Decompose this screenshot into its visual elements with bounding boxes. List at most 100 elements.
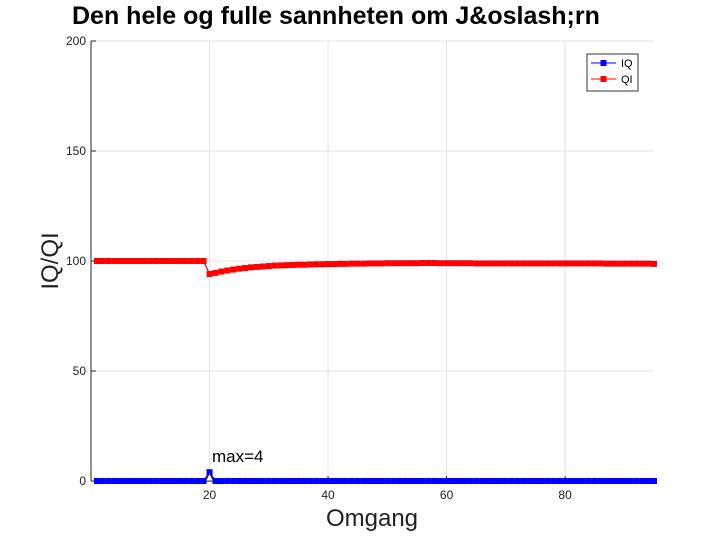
y-tick-label: 50 [73,364,87,378]
data-point-iq [289,478,296,484]
data-point-iq [479,478,486,484]
data-point-iq [390,478,397,484]
data-point-iq [556,478,563,484]
data-point-iq [413,478,420,484]
data-point-iq [621,478,628,484]
data-point-qi [330,261,337,268]
data-point-iq [532,478,539,484]
data-point-qi [123,258,130,264]
data-point-qi [408,260,415,267]
data-point-iq [230,478,237,484]
data-point-iq [259,478,266,484]
data-point-iq [165,478,172,484]
data-point-qi [396,260,403,267]
data-point-qi [562,260,569,267]
data-point-qi [538,260,545,267]
data-point-qi [230,266,237,273]
data-point-iq [419,478,426,484]
data-point-iq [212,478,219,484]
data-point-qi [550,260,557,267]
data-point-iq [93,478,100,484]
data-point-qi [93,258,100,264]
data-point-qi [224,267,231,274]
data-point-qi [579,260,586,267]
data-point-qi [159,258,166,264]
data-point-iq [188,478,195,484]
data-point-iq [242,478,249,484]
data-point-iq [514,478,521,484]
data-point-iq [336,478,343,484]
data-point-iq [502,478,509,484]
data-point-iq [443,478,450,484]
data-point-qi [645,260,652,267]
data-point-iq [313,478,320,484]
data-point-iq [639,478,646,484]
data-point-iq [307,478,314,484]
legend-label-iq: IQ [621,58,633,70]
data-point-qi [105,258,112,264]
data-point-qi [236,265,243,272]
data-point-qi [307,261,314,268]
data-point-qi [485,260,492,267]
data-point-qi [473,260,480,267]
data-point-iq [248,478,255,484]
data-point-iq [550,478,557,484]
data-point-qi [514,260,521,267]
data-point-qi [194,258,201,264]
max-annotation: max=4 [212,447,264,466]
data-point-iq [253,478,260,484]
data-point-qi [319,261,326,268]
data-point-iq [520,478,527,484]
legend-marker-qi [600,76,607,82]
data-point-iq [508,478,515,484]
data-point-qi [520,260,527,267]
data-point-iq [206,469,213,476]
data-point-qi [455,260,462,267]
data-point-qi [283,262,290,269]
data-point-qi [295,261,302,268]
data-point-iq [283,478,290,484]
data-point-iq [490,478,497,484]
data-point-qi [425,259,432,266]
x-tick-label: 60 [440,488,454,502]
data-point-qi [467,260,474,267]
data-point-qi [437,260,444,267]
data-point-qi [212,269,219,276]
data-point-qi [526,260,533,267]
y-tick-label: 200 [66,34,86,48]
data-point-qi [165,258,172,264]
data-point-iq [485,478,492,484]
data-point-qi [402,260,409,267]
data-point-qi [366,260,373,267]
data-point-qi [176,258,183,264]
data-point-qi [372,260,379,267]
x-tick-label: 20 [203,488,217,502]
data-point-iq [473,478,480,484]
data-point-qi [301,261,308,268]
data-point-iq [609,478,616,484]
data-point-qi [135,258,142,264]
data-point-qi [248,264,255,271]
data-point-qi [153,258,160,264]
data-point-iq [271,478,278,484]
data-point-qi [419,259,426,266]
data-point-iq [325,478,332,484]
data-point-qi [508,260,515,267]
data-point-iq [579,478,586,484]
data-point-qi [188,258,195,264]
data-point-iq [224,478,231,484]
y-tick-label: 150 [66,144,86,158]
data-point-qi [289,261,296,268]
data-point-qi [253,263,260,270]
data-point-iq [437,478,444,484]
data-point-iq [496,478,503,484]
data-point-qi [313,261,320,268]
data-point-iq [461,478,468,484]
data-point-iq [627,478,634,484]
data-point-qi [585,260,592,267]
data-point-iq [330,478,337,484]
data-point-iq [372,478,379,484]
data-point-iq [236,478,243,484]
x-tick-label: 80 [558,488,572,502]
y-tick-label: 100 [66,254,86,268]
